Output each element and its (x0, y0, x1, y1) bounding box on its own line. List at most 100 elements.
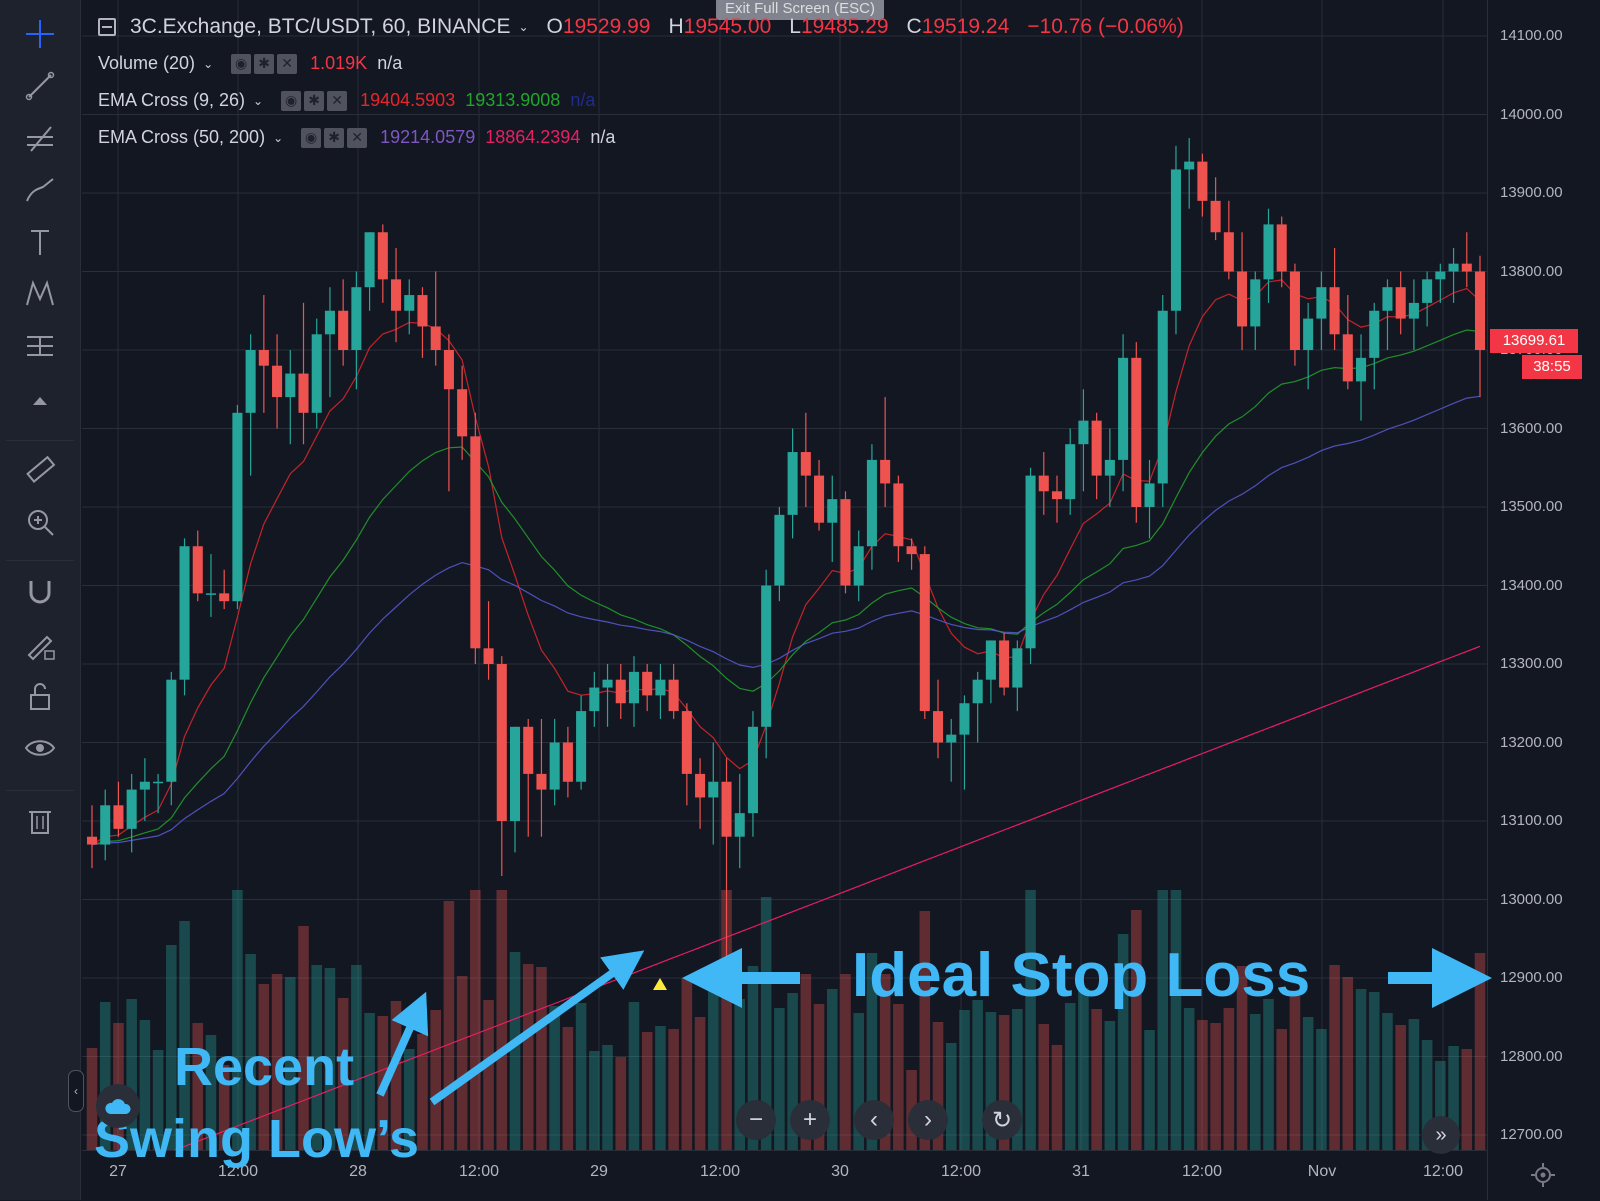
volume-bar (86, 1048, 98, 1150)
scroll-left-button[interactable]: ‹ (854, 1100, 894, 1140)
volume-bar (1329, 965, 1340, 1150)
candle-body (1065, 444, 1076, 500)
close-icon[interactable]: ✕ (277, 53, 298, 74)
indicator-legend-row[interactable]: EMA Cross (9, 26) ⌄ ◉ ✱ ✕ 19404.5903 19313.900… (98, 82, 1184, 119)
candle-body (86, 836, 98, 845)
ruler-icon[interactable] (16, 450, 64, 490)
candle-body (391, 279, 402, 311)
volume-bar (1289, 996, 1301, 1150)
indicator-name[interactable]: EMA Cross (9, 26) (98, 90, 246, 110)
ohlc-open-value: 19529.99 (562, 14, 651, 38)
candle-body (1210, 200, 1221, 233)
price-tick-label: 13200.00 (1500, 733, 1563, 751)
volume-bar (721, 890, 732, 1150)
price-axis[interactable]: 14100.0014000.0013900.0013800.0013700.00… (1487, 0, 1600, 1200)
magnet-icon[interactable] (16, 572, 64, 612)
unlock-icon[interactable] (16, 676, 64, 716)
brush-icon[interactable] (16, 170, 64, 210)
candle-body (562, 742, 573, 782)
indicator-legend-row[interactable]: EMA Cross (50, 200) ⌄ ◉ ✱ ✕ 19214.0579 18864.2… (98, 119, 1184, 156)
time-tick-label: 12:00 (1181, 1163, 1223, 1180)
volume-bar (298, 926, 309, 1150)
chevron-down-icon[interactable]: ⌄ (253, 93, 264, 108)
candle-body (364, 232, 375, 288)
cloud-icon[interactable] (96, 1084, 140, 1128)
indicator-value: n/a (570, 90, 596, 110)
indicator-name[interactable]: EMA Cross (50, 200) (98, 127, 266, 147)
time-tick-label: 28 (349, 1163, 367, 1180)
volume-bar (959, 1010, 970, 1150)
volume-bar (483, 1000, 494, 1150)
zoom-in-button[interactable]: + (790, 1100, 830, 1140)
price-tick-label: 12900.00 (1500, 969, 1563, 986)
gear-icon[interactable] (1528, 1160, 1558, 1190)
exit-fullscreen-hint[interactable]: Exit Full Screen (ESC) (716, 0, 884, 20)
gear-icon[interactable]: ✱ (304, 90, 325, 111)
volume-bar (641, 1032, 653, 1150)
candle-body (1329, 287, 1340, 335)
close-icon[interactable]: ✕ (347, 127, 368, 148)
volume-bar (708, 984, 719, 1150)
volume-bar (1025, 890, 1036, 1150)
measure-settings-icon[interactable] (16, 326, 64, 366)
chevron-down-icon[interactable]: ⌄ (273, 130, 284, 145)
volume-bar (536, 967, 547, 1150)
indicator-legend-row[interactable]: Volume (20) ⌄ ◉ ✱ ✕ 1.019K n/a (98, 45, 1184, 82)
lock-drawing-icon[interactable] (16, 624, 64, 664)
price-tick-label: 13100.00 (1500, 812, 1563, 829)
volume-bar (694, 1017, 706, 1150)
volume-bar (866, 953, 878, 1150)
time-tick-label: 27 (109, 1163, 127, 1180)
candle-body (443, 350, 454, 390)
candle-body (589, 687, 600, 712)
volume-bar (443, 901, 455, 1150)
zoom-out-button[interactable]: − (736, 1100, 776, 1140)
symbol-title[interactable]: 3C.Exchange, BTC/USDT, 60, BINANCE (130, 14, 511, 38)
close-icon[interactable]: ✕ (327, 90, 348, 111)
candle-body (959, 703, 970, 735)
chevron-down-icon[interactable]: ⌄ (203, 56, 214, 71)
candle-body (311, 334, 322, 413)
time-tick-label: 12:00 (1422, 1163, 1464, 1180)
bar-countdown-badge: 38:55 (1522, 355, 1582, 379)
trash-icon[interactable] (16, 800, 64, 840)
volume-bar (562, 1027, 574, 1150)
crosshair-icon[interactable] (16, 14, 64, 54)
volume-bar (1131, 910, 1142, 1150)
volume-bar (985, 1012, 997, 1150)
trendline-icon[interactable] (16, 66, 64, 106)
eye-icon[interactable]: ◉ (301, 127, 322, 148)
symbol-legend-row[interactable]: 3C.Exchange, BTC/USDT, 60, BINANCE ⌄ O 1… (98, 8, 1184, 45)
time-axis[interactable]: 27 12:00 28 12:00 29 12:00 30 12:00 31 12:00 Nov 12… (82, 1150, 1487, 1201)
volume-bar (1368, 992, 1380, 1150)
scroll-to-realtime-button[interactable]: » (1422, 1116, 1460, 1154)
reset-chart-button[interactable]: ↻ (982, 1100, 1022, 1140)
scroll-forward-button[interactable]: › (908, 1100, 948, 1140)
volume-bar (1448, 1046, 1459, 1150)
gear-icon[interactable]: ✱ (324, 127, 345, 148)
indicator-name[interactable]: Volume (20) (98, 53, 196, 73)
fib-icon[interactable] (16, 118, 64, 158)
candle-body (549, 742, 560, 790)
time-tick-label: 29 (590, 1163, 608, 1180)
volume-bar (364, 1013, 375, 1150)
volume-bar (1157, 890, 1169, 1150)
gear-icon[interactable]: ✱ (254, 53, 275, 74)
eye-icon[interactable]: ◉ (281, 90, 302, 111)
candle-body (1474, 271, 1486, 350)
collapse-legend-icon[interactable] (98, 17, 116, 36)
candle-body (126, 789, 137, 829)
candle-body (853, 546, 864, 586)
candle-body (113, 805, 124, 829)
pattern-icon[interactable] (16, 274, 64, 314)
collapse-toolbar-handle[interactable]: ‹ (68, 1070, 84, 1112)
collapse-up-icon[interactable] (16, 382, 64, 422)
eye-icon[interactable]: ◉ (231, 53, 252, 74)
text-icon[interactable] (16, 222, 64, 262)
candle-body (932, 711, 944, 743)
zoom-in-icon[interactable] (16, 502, 64, 542)
toolbar-divider (6, 560, 74, 561)
chevron-down-icon[interactable]: ⌄ (518, 19, 529, 34)
stop-loss-annotation: Ideal Stop Loss (852, 941, 1311, 1010)
eye-icon[interactable] (16, 728, 64, 768)
